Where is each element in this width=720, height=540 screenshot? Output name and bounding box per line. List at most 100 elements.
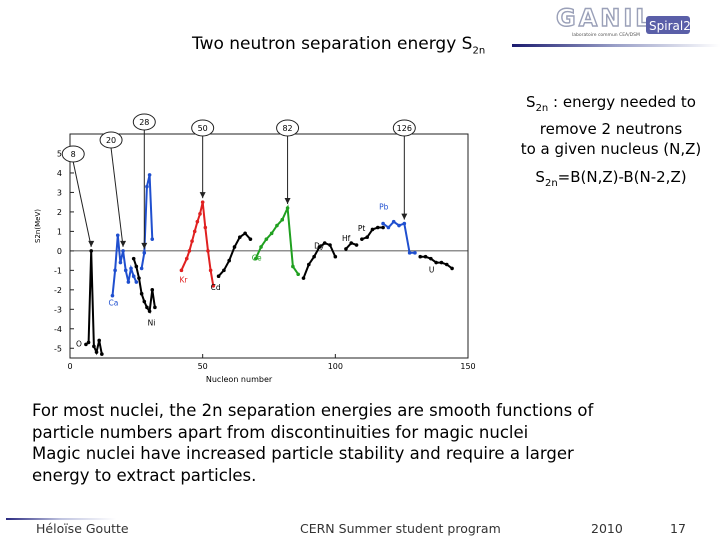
data-point [86,340,91,345]
s2n-definition: S2n : energy needed to remove 2 neutrons… [505,92,717,159]
data-point [145,305,149,310]
data-point [354,243,359,247]
series-line [254,204,300,275]
data-point [211,284,216,288]
data-point [344,247,348,251]
series-label: Cd [211,283,221,292]
magic-number-label: 50 [198,124,208,133]
magic-arrowhead [120,240,127,247]
magic-arrowhead [141,242,148,249]
body-line1: For most nuclei, the 2n separation energ… [32,401,594,420]
magic-number-label: 126 [397,124,412,133]
footer-page-number: 17 [670,521,686,536]
data-point [129,266,133,271]
data-point [381,221,385,226]
logo-tag-bg [646,16,690,34]
data-point [195,219,200,224]
data-point [413,251,417,255]
data-point [142,251,147,255]
data-point [243,231,247,236]
data-point [198,212,202,216]
x-tick-label: 150 [460,362,475,371]
data-point [131,256,136,261]
data-point [153,305,157,310]
x-tick-label: 0 [67,362,72,371]
data-point [113,268,117,273]
footer-event: CERN Summer student program [300,521,501,536]
magic-arrowhead [401,213,408,220]
series-line [140,174,154,269]
body-line2: particle numbers apart from discontinuit… [32,422,529,442]
data-point [402,221,407,226]
slide-title: Two neutron separation energy S2n [192,34,486,57]
data-point [434,260,438,265]
series-label: Hf [342,234,351,243]
data-point [142,299,147,304]
logo-tag: Spiral2 [649,19,691,33]
y-tick-label: -2 [54,286,62,295]
series-label: Dy [314,242,325,251]
data-point [391,219,396,224]
y-axis-label: S2n(MeV) [34,209,42,243]
magic-number-label: 20 [106,136,116,145]
data-point [200,200,205,204]
footer-rule [6,518,116,520]
y-tick-label: 3 [57,188,62,197]
x-tick-label: 50 [198,362,208,371]
data-point [121,249,125,253]
data-point [179,268,184,273]
data-point [206,249,210,253]
magic-number-label: 8 [71,150,76,159]
series-label: Pb [379,203,389,212]
data-point [100,352,104,356]
y-tick-label: 4 [57,169,62,178]
definition-line2: remove 2 neutrons [539,120,683,138]
data-point [444,262,449,267]
data-point [328,243,332,247]
data-point [131,274,136,278]
title-rule [512,44,720,47]
data-point [94,350,99,354]
chart-magic-markers: 8 20 28 50 82 126 [61,113,416,249]
body-line4: energy to extract particles. [32,465,257,485]
data-point [187,249,192,253]
series-label: U [429,266,435,275]
magic-arrow [110,147,124,247]
magic-arrowhead [88,240,95,247]
data-point [89,249,94,253]
data-point [222,268,226,273]
data-point [137,276,141,280]
data-point [365,235,369,240]
series-line [85,250,103,356]
body-line3: Magic nuclei have increased particle sta… [32,444,574,463]
data-point [407,251,412,255]
data-point [349,241,354,245]
y-tick-label: -3 [54,305,62,314]
plot-frame [69,133,469,359]
data-point [450,266,454,271]
data-point [253,256,258,261]
series-label: O [76,339,82,348]
definition-line3: to a given nucleus (N,Z) [520,140,702,158]
data-point [150,288,155,292]
data-point [147,309,152,314]
data-point [145,184,149,189]
ganil-spiral2-logo: GANIL Spiral2 laboratoire commun CEA/DSM [555,3,691,38]
data-point [139,266,144,271]
data-point [285,206,290,210]
s2n-chart: 5 4 3 2 1 0 -1 -2 -3 -4 -5 0 50 100 150 Nucleon number S… [34,113,476,384]
chart-axes: 5 4 3 2 1 0 -1 -2 -3 -4 -5 0 50 100 150 Nucleon number S… [34,133,476,384]
y-tick-label: 0 [57,247,62,256]
data-point [275,223,279,228]
magic-number-label: 28 [139,118,149,127]
y-tick-label: -4 [54,325,62,334]
footer-year: 2010 [591,521,623,536]
data-point [123,268,128,273]
magic-number-label: 82 [282,124,292,133]
data-point [375,225,380,230]
data-point [333,254,338,259]
data-point [248,237,253,241]
data-point [429,256,433,261]
logo-small-line: laboratoire commun CEA/DSM [572,32,640,38]
series-line [180,201,215,287]
